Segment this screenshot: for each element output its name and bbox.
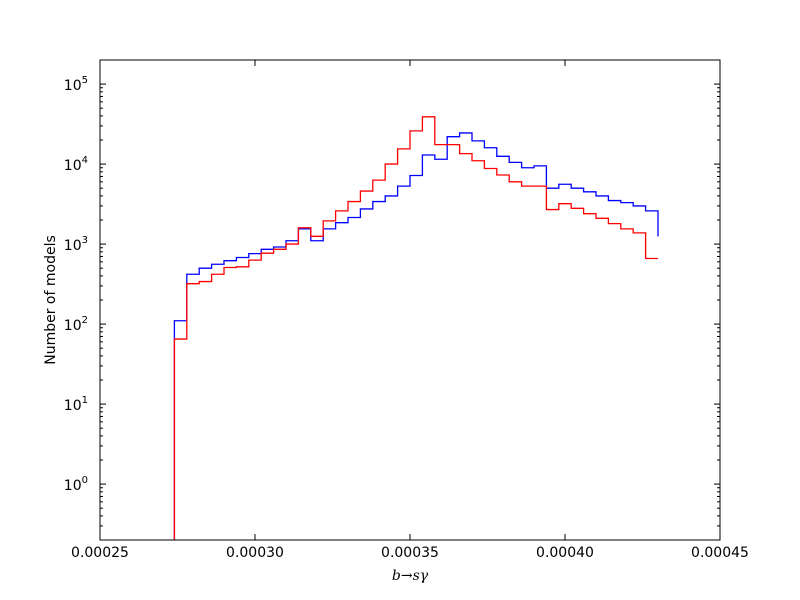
histogram-series-1: [173, 132, 659, 540]
y-tick-label: 100: [64, 475, 88, 494]
y-tick-label: 105: [64, 75, 88, 94]
x-tick-label: 0.00040: [536, 545, 594, 561]
plot-frame: [99, 59, 721, 541]
y-tick-label: 101: [64, 395, 88, 414]
y-tick-labels: 100 101 102 103 104 105: [64, 75, 88, 494]
histogram-series-2: [173, 116, 658, 540]
x-tick-labels: 0.00025 0.00030 0.00035 0.00040 0.00045: [71, 545, 749, 561]
y-axis-label: Number of models: [43, 235, 59, 365]
y-tick-label: 103: [64, 235, 88, 254]
x-tick-label: 0.00045: [691, 545, 749, 561]
y-tick-label: 102: [64, 315, 88, 334]
x-axis-label: b→sγ: [392, 568, 429, 584]
y-tick-label: 104: [64, 155, 88, 174]
series-layer: [173, 116, 659, 540]
x-tick-label: 0.00025: [71, 545, 129, 561]
x-tick-label: 0.00035: [381, 545, 439, 561]
x-tick-label: 0.00030: [226, 545, 284, 561]
